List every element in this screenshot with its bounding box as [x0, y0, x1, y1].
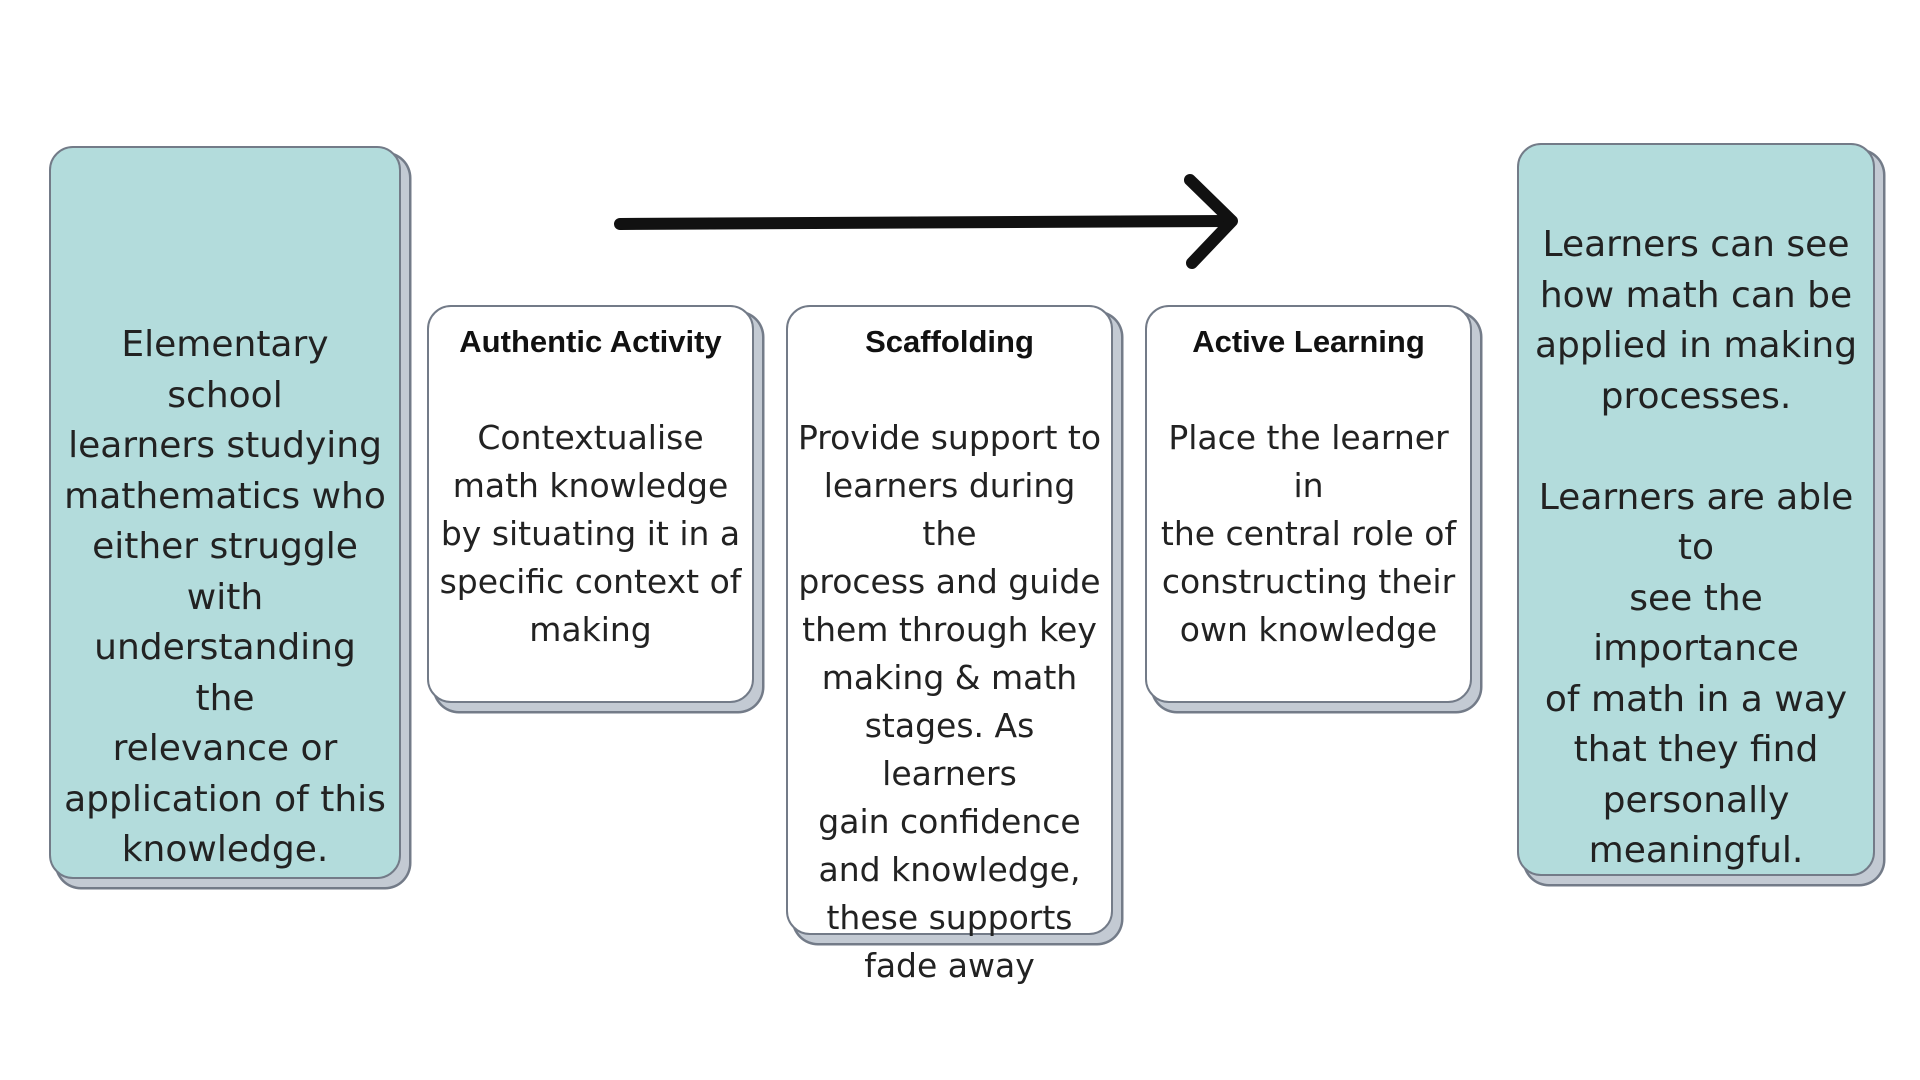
step-body: Contextualise math knowledge by situatin… [439, 418, 742, 649]
step-title: Active Learning [1192, 324, 1425, 359]
step-body: Place the learner in the central role of… [1160, 418, 1457, 649]
step-title: Scaffolding [865, 324, 1034, 359]
outcome-text: Learners can see how math can be applied… [1534, 224, 1858, 871]
step-card-authentic-activity: Authentic Activity Contextualise math kn… [427, 305, 754, 703]
problem-card: Elementary school learners studying math… [49, 146, 401, 879]
problem-text: Elementary school learners studying math… [64, 324, 386, 870]
step-body: Provide support to learners during the p… [797, 418, 1102, 985]
step-card-scaffolding: Scaffolding Provide support to learners … [786, 305, 1113, 985]
step-title: Authentic Activity [459, 324, 722, 359]
step-card-active-learning: Active Learning Place the learner in the… [1145, 305, 1472, 703]
outcome-card: Learners can see how math can be applied… [1517, 143, 1875, 876]
